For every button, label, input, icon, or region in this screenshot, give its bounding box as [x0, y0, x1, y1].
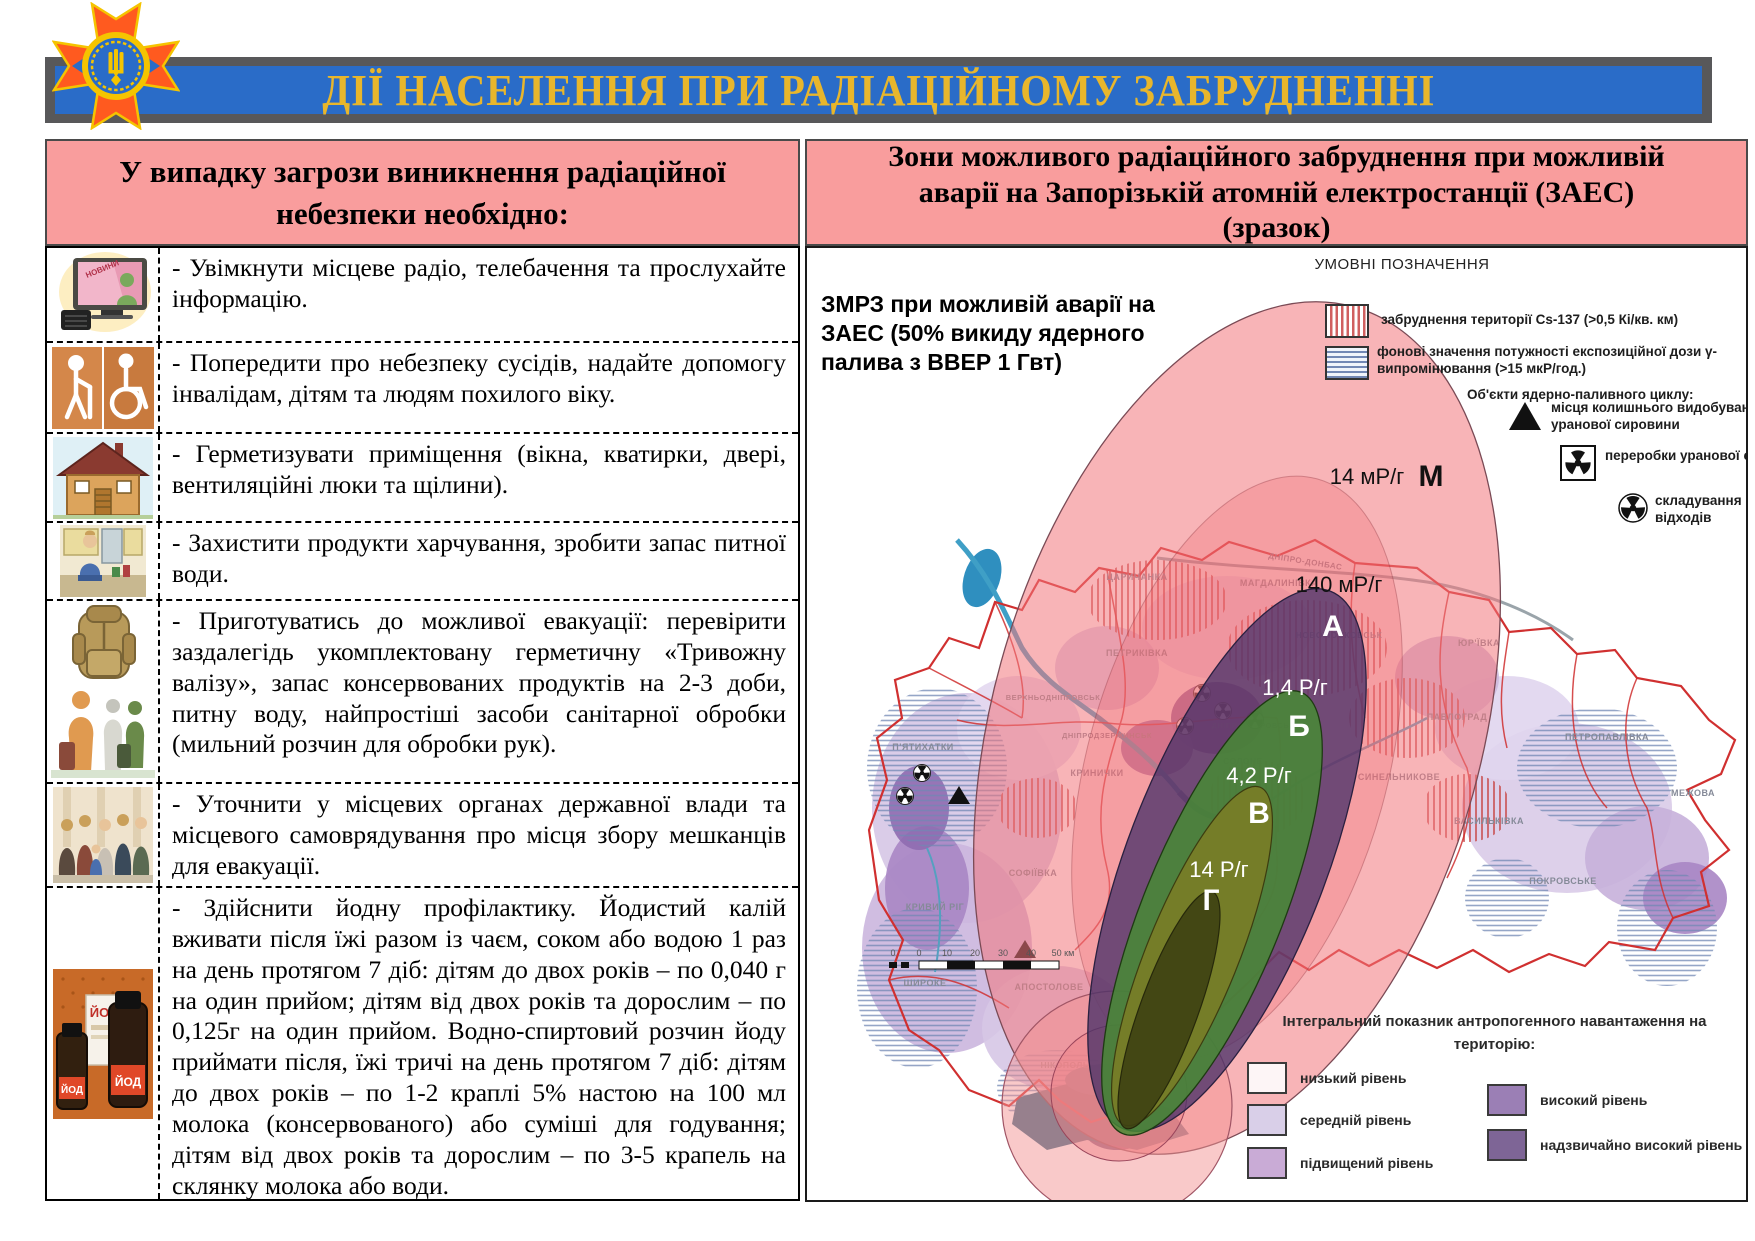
backpack-icon — [71, 604, 136, 679]
svg-text:40: 40 — [1026, 948, 1036, 958]
legend-item: надзвичайно високий рівень — [1487, 1129, 1742, 1161]
svg-text:ПЕТРОПАВЛІВКА: ПЕТРОПАВЛІВКА — [1565, 732, 1649, 742]
instruction-text: - Захистити продукти харчування, зробити… — [172, 528, 786, 588]
disabled-assist-icon — [51, 346, 154, 429]
table-row: - Захистити продукти харчування, зробити… — [47, 523, 798, 601]
right-panel-header: Зони можливого радіаційного забруднення … — [805, 139, 1748, 246]
uranium-mining-triangle-icon — [948, 786, 970, 804]
svg-text:А: А — [1322, 610, 1344, 643]
svg-text:0: 0 — [890, 948, 895, 958]
svg-text:50 км: 50 км — [1052, 948, 1075, 958]
uranium-processing-icon — [1560, 445, 1596, 481]
table-row: - Приготуватись до можливої евакуації: п… — [47, 601, 798, 784]
svg-text:Г: Г — [1202, 884, 1219, 917]
high-level-swatch — [1487, 1084, 1527, 1116]
zone-g-ellipse — [1117, 890, 1221, 1130]
radiation-zones-map: ЦАРИЧАНКА МАГДАЛИНІВКА ПЕТРИКІВКА НОВОМО… — [805, 246, 1748, 1202]
left-panel-header: У випадку загрози виникнення радіаційної… — [45, 139, 800, 246]
extreme-level-swatch — [1487, 1129, 1527, 1161]
svg-text:0: 0 — [916, 948, 921, 958]
svg-text:ШИРОКЕ: ШИРОКЕ — [904, 978, 947, 988]
gamma-hatch-swatch — [1325, 346, 1369, 380]
elevated-level-swatch — [1247, 1147, 1287, 1179]
svg-text:20: 20 — [970, 948, 980, 958]
uranium-mining-triangle-icon — [1509, 402, 1541, 430]
medium-level-swatch — [1247, 1104, 1287, 1136]
instruction-text: - Попередити про небезпеку сусідів, нада… — [172, 348, 786, 408]
svg-text:В: В — [1248, 797, 1270, 830]
ses-ukraine-emblem-icon — [52, 2, 180, 130]
evacuation-bag-icon — [50, 604, 155, 778]
radioactive-waste-icon — [1618, 493, 1648, 523]
low-level-swatch — [1247, 1062, 1287, 1094]
trident-icon — [108, 49, 124, 86]
legend-item: низький рівень — [1247, 1062, 1406, 1094]
title-bar: ДІЇ НАСЕЛЕННЯ ПРИ РАДІАЦІЙНОМУ ЗАБРУДНЕН… — [45, 57, 1712, 123]
svg-text:10: 10 — [942, 948, 952, 958]
nuclear-cycle-title: Об'єкти ядерно-паливного циклу: — [1467, 387, 1694, 402]
svg-text:ВАСИЛЬКІВКА: ВАСИЛЬКІВКА — [1454, 816, 1524, 826]
instruction-text: - Приготуватись до можливої евакуації: п… — [172, 606, 786, 759]
legend-item: високий рівень — [1487, 1084, 1647, 1116]
table-row: - Уточнити у місцевих органах державної … — [47, 784, 798, 888]
svg-text:1,4 Р/г: 1,4 Р/г — [1262, 675, 1328, 700]
svg-text:140 мР/г: 140 мР/г — [1296, 572, 1383, 597]
contamination-zones — [972, 301, 1502, 1200]
legend-gamma-label: фонові значення потужності експозиційної… — [1377, 344, 1718, 376]
svg-text:14 Р/г: 14 Р/г — [1189, 857, 1248, 882]
svg-text:14 мР/г: 14 мР/г — [1330, 464, 1405, 489]
instruction-text: - Здійснити йодну профілактику. Йодистий… — [172, 893, 786, 1200]
table-row: - Попередити про небезпеку сусідів, нада… — [47, 343, 798, 434]
legend-mining-label: місця колишнього видобування уранової си… — [1551, 400, 1748, 432]
instructions-table: НОВИНИ - Увімкнути місцеве радіо, телеба… — [45, 246, 800, 1201]
legend-title: УМОВНІ ПОЗНАЧЕННЯ — [1314, 256, 1490, 273]
table-row: - Герметизувати приміщення (вікна, квати… — [47, 434, 798, 523]
svg-text:П'ЯТИХАТКИ: П'ЯТИХАТКИ — [892, 742, 954, 752]
title-banner: ДІЇ НАСЕЛЕННЯ ПРИ РАДІАЦІЙНОМУ ЗАБРУДНЕН… — [55, 65, 1702, 115]
family-with-luggage-icon — [50, 690, 155, 778]
legend-item: підвищений рівень — [1247, 1147, 1433, 1179]
instruction-text: - Увімкнути місцеве радіо, телебачення т… — [172, 253, 786, 313]
svg-text:МЕЖОВА: МЕЖОВА — [1671, 788, 1715, 798]
svg-text:КРИВИЙ РІГ: КРИВИЙ РІГ — [906, 901, 965, 912]
food-water-icon — [59, 525, 146, 597]
svg-text:М: М — [1419, 460, 1444, 493]
svg-text:30: 30 — [998, 948, 1008, 958]
scale-bar: 0 0 10 20 30 40 50 км — [889, 948, 1075, 970]
anthropogenic-legend: Інтегральний показник антропогенного нав… — [1247, 1010, 1742, 1179]
house-icon — [52, 436, 153, 519]
instruction-text: - Герметизувати приміщення (вікна, квати… — [172, 439, 786, 499]
iodine-bottle-label: ЙОД — [61, 1083, 83, 1096]
svg-text:4,2 Р/г: 4,2 Р/г — [1226, 763, 1292, 788]
anthropogenic-legend-title: Інтегральний показник антропогенного нав… — [1282, 1013, 1707, 1054]
right-header-text: Зони можливого радіаційного забруднення … — [888, 140, 1665, 245]
map-note: ЗМРЗ при можливій аварії на ЗАЕС (50% ви… — [821, 291, 1155, 376]
tv-icon: НОВИНИ — [58, 251, 151, 332]
instruction-text: - Уточнити у місцевих органах державної … — [172, 789, 786, 880]
legend-cs137-label: забруднення території Cs-137 (>0,5 Кі/кв… — [1381, 312, 1679, 327]
iodine-bottle-label: ЙОД — [114, 1074, 141, 1089]
legend-item: середній рівень — [1247, 1104, 1411, 1136]
svg-text:ПОКРОВСЬКЕ: ПОКРОВСЬКЕ — [1529, 876, 1596, 886]
page-title: ДІЇ НАСЕЛЕННЯ ПРИ РАДІАЦІЙНОМУ ЗАБРУДНЕН… — [322, 65, 1435, 115]
cs137-hatch-swatch — [1325, 304, 1369, 338]
legend-storage-label: складування радіоактивних відходів — [1655, 493, 1746, 525]
oblast-map: ЦАРИЧАНКА МАГДАЛИНІВКА ПЕТРИКІВКА НОВОМО… — [857, 301, 1737, 1200]
left-header-text: У випадку загрози виникнення радіаційної… — [119, 153, 726, 231]
table-row: НОВИНИ - Увімкнути місцеве радіо, телеба… — [47, 248, 798, 343]
iodine-icon: ЙОД ЙОД ЙОД — [52, 968, 153, 1119]
assembly-point-icon — [52, 787, 153, 883]
svg-text:Б: Б — [1288, 710, 1310, 743]
legend-processing-label: переробки уранової сировини — [1605, 448, 1746, 463]
zone-labels: 14 мР/г М 140 мР/г А 1,4 Р/г Б 4,2 Р/г В… — [1189, 460, 1443, 917]
table-row: ЙОД ЙОД ЙОД - Здійснити йодну профілакти… — [47, 888, 798, 1200]
